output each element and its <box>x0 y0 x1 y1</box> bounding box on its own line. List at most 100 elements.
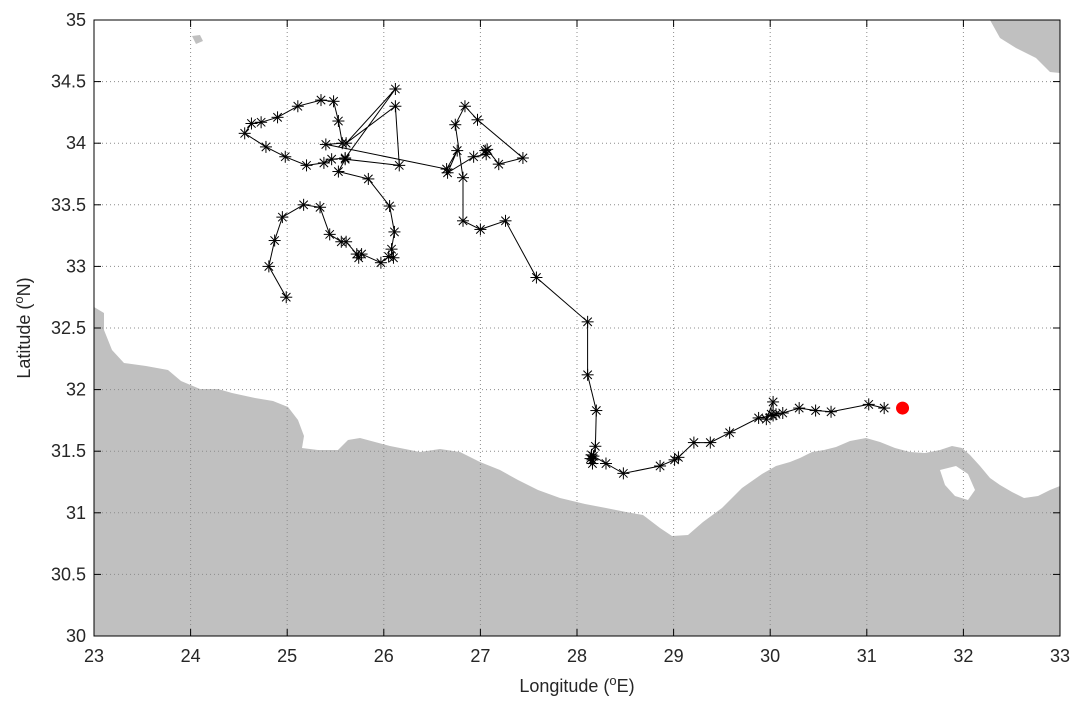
x-tick-label: 29 <box>664 646 684 666</box>
track-point <box>723 426 736 439</box>
y-axis-label: Latitude (oN) <box>11 277 34 378</box>
y-tick-label: 34.5 <box>51 72 86 92</box>
track-point <box>339 151 352 164</box>
x-axis-label: Longitude (oE) <box>519 673 634 696</box>
track-point <box>280 291 293 304</box>
track-point <box>340 235 353 248</box>
x-tick-label: 23 <box>84 646 104 666</box>
track-point <box>255 116 268 129</box>
track-point <box>862 398 875 411</box>
track-point <box>760 413 773 426</box>
track-point <box>362 172 375 185</box>
track-point <box>238 127 251 140</box>
track-point <box>315 94 328 107</box>
track-point <box>704 436 717 449</box>
track-point <box>317 156 330 169</box>
track-point <box>300 159 313 172</box>
track-point <box>516 151 529 164</box>
land-layer <box>94 20 1060 636</box>
track-point <box>590 404 603 417</box>
track-point <box>314 201 327 214</box>
track-point <box>323 228 336 241</box>
y-tick-label: 35 <box>66 10 86 30</box>
track-point <box>687 436 700 449</box>
track-point <box>374 256 387 269</box>
track-point <box>776 407 789 420</box>
track-point <box>599 457 612 470</box>
track-point <box>457 171 470 184</box>
track-point <box>271 111 284 124</box>
track-point <box>499 214 512 227</box>
track-point <box>467 150 480 163</box>
y-axis-ticks: 30 30.5 31 31.5 32 32.5 33 33.5 34 34.5 35 <box>51 10 1060 646</box>
y-tick-label: 32 <box>66 380 86 400</box>
track-point <box>492 158 505 171</box>
track-point <box>389 100 402 113</box>
track-point <box>581 315 594 328</box>
track-point <box>752 411 765 424</box>
track-point <box>355 248 368 261</box>
x-tick-label: 33 <box>1050 646 1070 666</box>
y-tick-label: 33 <box>66 256 86 276</box>
track-point <box>451 144 464 157</box>
track-point <box>385 243 398 256</box>
track-point <box>585 448 598 461</box>
x-tick-label: 26 <box>374 646 394 666</box>
track-point <box>389 82 402 95</box>
land-mass-africa <box>94 307 1060 636</box>
track-point <box>471 113 484 126</box>
x-tick-label: 25 <box>277 646 297 666</box>
track-point <box>262 260 275 273</box>
track-point <box>297 198 310 211</box>
track-point <box>581 368 594 381</box>
track-point <box>441 166 454 179</box>
y-tick-label: 30 <box>66 626 86 646</box>
land-sandbar <box>812 447 882 460</box>
track-point <box>449 118 462 131</box>
grid-lines <box>94 20 1060 636</box>
track-point <box>325 153 338 166</box>
end-point-marker <box>896 401 910 415</box>
y-tick-label: 31 <box>66 503 86 523</box>
track-point <box>474 223 487 236</box>
x-tick-label: 28 <box>567 646 587 666</box>
track-point <box>481 143 494 156</box>
end-marker-group <box>896 401 910 415</box>
track-point <box>279 150 292 163</box>
track-point <box>291 100 304 113</box>
y-tick-label: 33.5 <box>51 195 86 215</box>
land-island <box>192 35 203 44</box>
track-point <box>457 214 470 227</box>
track-point <box>319 138 332 151</box>
track-point <box>672 451 685 464</box>
track-point <box>268 234 281 247</box>
track-point <box>793 402 806 415</box>
track-point <box>809 404 822 417</box>
land-top-right <box>990 20 1060 73</box>
y-tick-label: 30.5 <box>51 564 86 584</box>
x-tick-label: 24 <box>181 646 201 666</box>
y-tick-label: 31.5 <box>51 441 86 461</box>
track-point <box>259 140 272 153</box>
track-point <box>589 440 602 453</box>
track-point <box>654 459 667 472</box>
track-point <box>825 405 838 418</box>
x-tick-label: 32 <box>953 646 973 666</box>
track-point <box>878 402 891 415</box>
track-point <box>332 115 345 128</box>
track-point <box>276 211 289 224</box>
track-point <box>767 395 780 408</box>
drifter-track <box>238 82 891 480</box>
track-point <box>388 225 401 238</box>
track-point <box>617 467 630 480</box>
track-point <box>332 165 345 178</box>
x-tick-label: 31 <box>857 646 877 666</box>
y-tick-label: 32.5 <box>51 318 86 338</box>
x-tick-label: 30 <box>760 646 780 666</box>
x-axis-ticks: 23 24 25 26 27 28 29 30 31 32 33 <box>84 20 1070 666</box>
track-point <box>393 159 406 172</box>
track-point <box>245 117 258 130</box>
track-point <box>336 137 349 150</box>
